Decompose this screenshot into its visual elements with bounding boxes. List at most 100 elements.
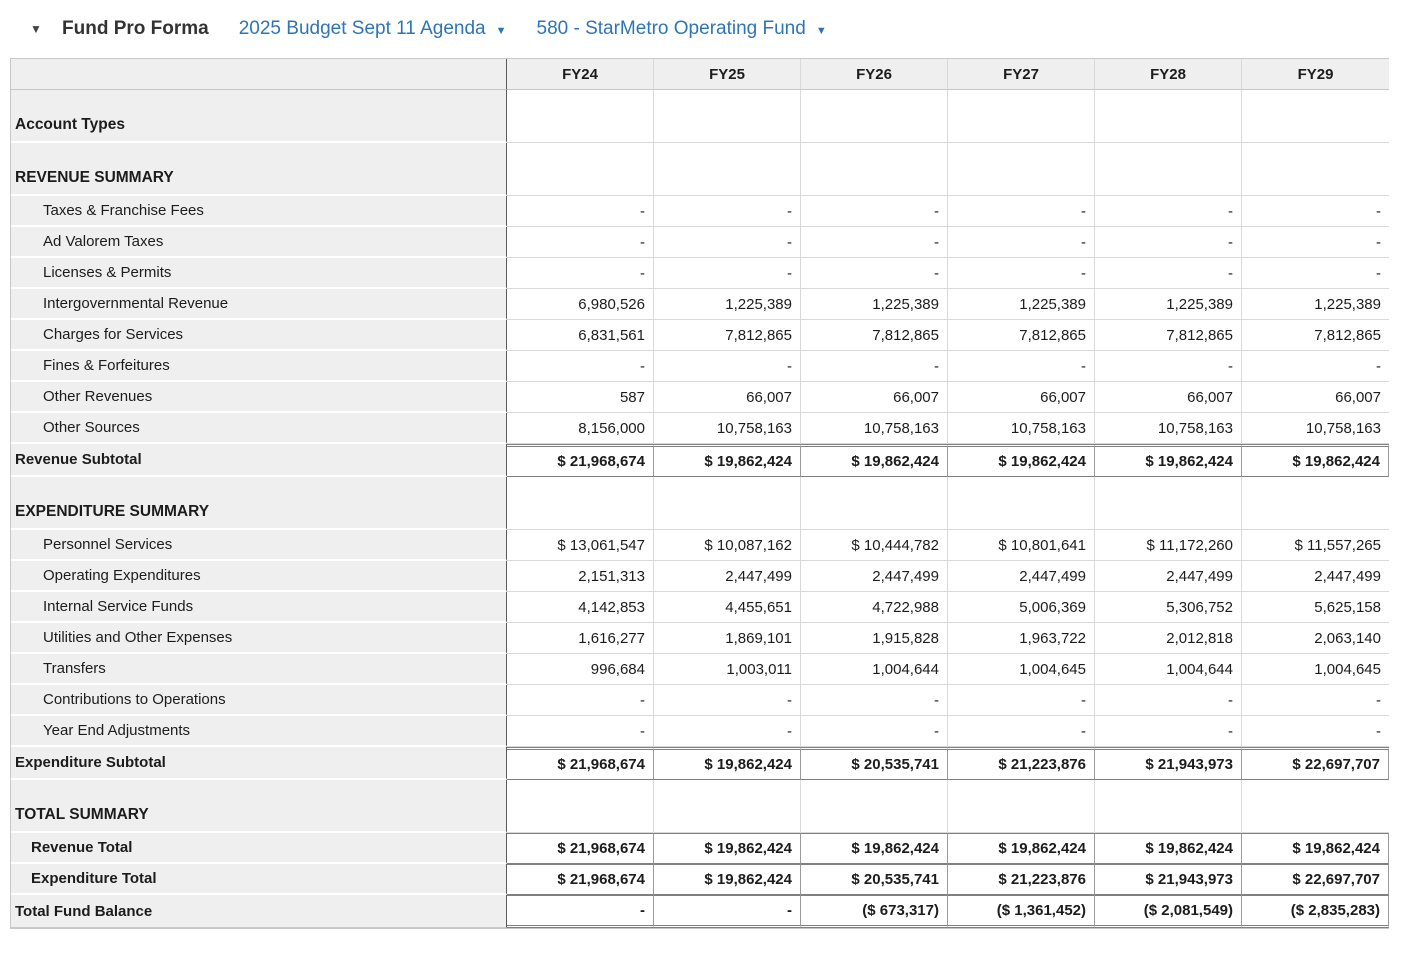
- row-utilities-and-other-expenses: Utilities and Other Expenses 1,616,277 1,8…: [11, 623, 1389, 654]
- cell-value: [1242, 477, 1389, 530]
- cell-value: 66,007: [801, 382, 948, 413]
- cell-value: -: [1095, 716, 1242, 747]
- cell-value: $ 11,172,260: [1095, 530, 1242, 561]
- cell-value: [654, 90, 801, 143]
- cell-value: 5,625,158: [1242, 592, 1389, 623]
- cell-value: -: [1095, 351, 1242, 382]
- cell-value: 5,306,752: [1095, 592, 1242, 623]
- cell-value: -: [948, 351, 1095, 382]
- row-label: Charges for Services: [11, 320, 507, 351]
- cell-value: [1095, 477, 1242, 530]
- row-year-end-adjustments: Year End Adjustments - - - - - -: [11, 716, 1389, 747]
- cell-value: ($ 673,317): [801, 895, 948, 928]
- cell-value: 1,963,722: [948, 623, 1095, 654]
- cell-value: $ 19,862,424: [654, 444, 801, 477]
- cell-value: -: [507, 685, 654, 716]
- cell-value: $ 20,535,741: [801, 864, 948, 895]
- cell-value: ($ 2,081,549): [1095, 895, 1242, 928]
- cell-value: 8,156,000: [507, 413, 654, 444]
- cell-value: 10,758,163: [1095, 413, 1242, 444]
- cell-value: 1,225,389: [1095, 289, 1242, 320]
- cell-value: [801, 780, 948, 833]
- row-label: REVENUE SUMMARY: [11, 143, 507, 196]
- row-total-fund-balance: Total Fund Balance - - ($ 673,317) ($ 1,361,…: [11, 895, 1389, 928]
- chevron-down-icon: ▼: [495, 24, 507, 37]
- cell-value: 1,003,011: [654, 654, 801, 685]
- cell-value: 7,812,865: [948, 320, 1095, 351]
- cell-value: -: [654, 351, 801, 382]
- cell-value: -: [654, 196, 801, 227]
- cell-value: [948, 780, 1095, 833]
- row-fines-forfeitures: Fines & Forfeitures - - - - - -: [11, 351, 1389, 382]
- fund-selector[interactable]: 580 - StarMetro Operating Fund ▼: [537, 18, 827, 40]
- row-label: Other Revenues: [11, 382, 507, 413]
- row-label: Expenditure Total: [11, 864, 507, 895]
- cell-value: $ 19,862,424: [654, 833, 801, 864]
- cell-value: [507, 143, 654, 196]
- row-label: Licenses & Permits: [11, 258, 507, 289]
- cell-value: [1242, 143, 1389, 196]
- cell-value: -: [507, 351, 654, 382]
- column-header-fy29: FY29: [1242, 59, 1389, 90]
- table-header-row: FY24 FY25 FY26 FY27 FY28 FY29: [11, 59, 1389, 90]
- cell-value: [1095, 90, 1242, 143]
- cell-value: $ 13,061,547: [507, 530, 654, 561]
- cell-value: 66,007: [1242, 382, 1389, 413]
- cell-value: 587: [507, 382, 654, 413]
- cell-value: $ 21,943,973: [1095, 864, 1242, 895]
- cell-value: [1242, 90, 1389, 143]
- cell-value: $ 19,862,424: [654, 747, 801, 780]
- cell-value: $ 20,535,741: [801, 747, 948, 780]
- cell-value: $ 10,801,641: [948, 530, 1095, 561]
- cell-value: [507, 477, 654, 530]
- row-label: Year End Adjustments: [11, 716, 507, 747]
- cell-value: 2,063,140: [1242, 623, 1389, 654]
- cell-value: $ 11,557,265: [1242, 530, 1389, 561]
- row-label: Contributions to Operations: [11, 685, 507, 716]
- cell-value: [507, 780, 654, 833]
- cell-value: $ 19,862,424: [1095, 833, 1242, 864]
- cell-value: 7,812,865: [801, 320, 948, 351]
- row-total-summary: TOTAL SUMMARY: [11, 780, 1389, 833]
- cell-value: -: [654, 685, 801, 716]
- cell-value: 1,225,389: [654, 289, 801, 320]
- cell-value: $ 21,223,876: [948, 864, 1095, 895]
- cell-value: [1095, 143, 1242, 196]
- cell-value: 1,915,828: [801, 623, 948, 654]
- cell-value: 2,012,818: [1095, 623, 1242, 654]
- cell-value: [654, 143, 801, 196]
- cell-value: 2,151,313: [507, 561, 654, 592]
- cell-value: [801, 477, 948, 530]
- cell-value: $ 21,223,876: [948, 747, 1095, 780]
- cell-value: $ 19,862,424: [948, 444, 1095, 477]
- cell-value: 2,447,499: [801, 561, 948, 592]
- cell-value: $ 19,862,424: [1242, 833, 1389, 864]
- row-label: TOTAL SUMMARY: [11, 780, 507, 833]
- cell-value: 1,869,101: [654, 623, 801, 654]
- cell-value: 66,007: [654, 382, 801, 413]
- cell-value: 7,812,865: [654, 320, 801, 351]
- row-account-types: Account Types: [11, 90, 1389, 143]
- cell-value: $ 21,968,674: [507, 747, 654, 780]
- cell-value: 1,004,645: [1242, 654, 1389, 685]
- row-personnel-services: Personnel Services $ 13,061,547 $ 10,087,1…: [11, 530, 1389, 561]
- cell-value: 7,812,865: [1095, 320, 1242, 351]
- cell-value: 1,225,389: [1242, 289, 1389, 320]
- collapse-caret-icon[interactable]: ▼: [30, 22, 42, 36]
- cell-value: -: [1242, 685, 1389, 716]
- cell-value: -: [801, 716, 948, 747]
- cell-value: -: [654, 227, 801, 258]
- cell-value: 1,004,644: [801, 654, 948, 685]
- cell-value: -: [507, 196, 654, 227]
- cell-value: $ 19,862,424: [801, 833, 948, 864]
- cell-value: -: [654, 716, 801, 747]
- cell-value: [801, 143, 948, 196]
- row-expenditure-total: Expenditure Total $ 21,968,674 $ 19,862,42…: [11, 864, 1389, 895]
- cell-value: $ 10,087,162: [654, 530, 801, 561]
- row-label: Utilities and Other Expenses: [11, 623, 507, 654]
- cell-value: -: [1242, 227, 1389, 258]
- budget-selector[interactable]: 2025 Budget Sept 11 Agenda ▼: [239, 18, 507, 40]
- cell-value: 10,758,163: [948, 413, 1095, 444]
- row-contributions-to-operations: Contributions to Operations - - - - - -: [11, 685, 1389, 716]
- row-label: Other Sources: [11, 413, 507, 444]
